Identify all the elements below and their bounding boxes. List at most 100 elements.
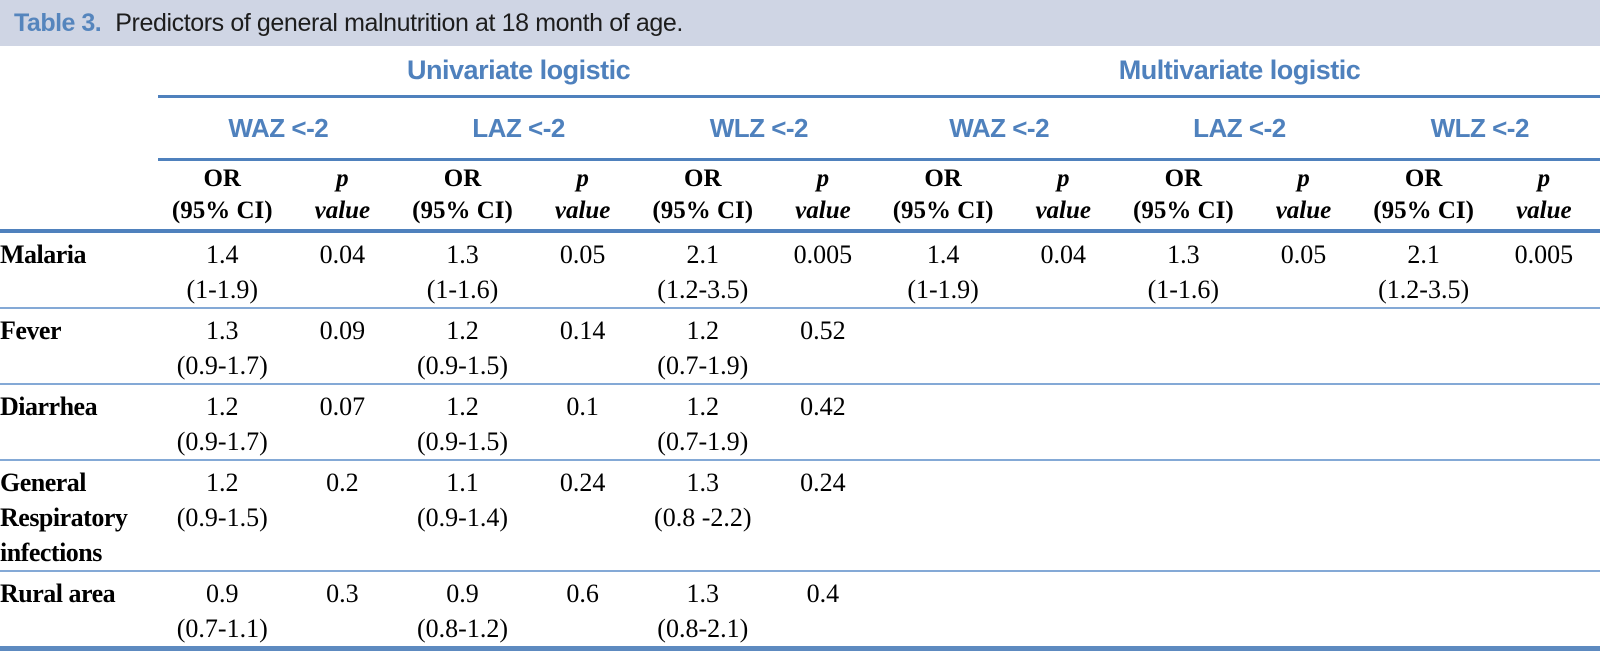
- or-value: 1.3: [1167, 240, 1200, 269]
- or-cell: 1.2 (0.7-1.9): [639, 384, 767, 460]
- or-label: OR: [1164, 165, 1203, 192]
- header-spacer: [0, 97, 158, 160]
- or-value: 2.1: [686, 240, 720, 269]
- ci-value: (1-1.9): [186, 275, 258, 304]
- p-cell: 0.24: [800, 468, 846, 497]
- p-cell: 0.07: [319, 392, 366, 421]
- p-cell: [1247, 384, 1359, 460]
- results-table: Univariate logistic Multivariate logisti…: [0, 46, 1600, 651]
- or-cell: [1119, 571, 1247, 649]
- or-value: 1.3: [205, 316, 239, 345]
- or-value: 2.1: [1407, 240, 1440, 269]
- p-cell: 0.14: [559, 316, 606, 345]
- ci-label: (95% CI): [892, 197, 994, 224]
- p-cell: 0.42: [800, 392, 846, 421]
- header-uni-wlz: WLZ <-2: [638, 96, 880, 161]
- ci-value: (0.9-1.4): [417, 503, 508, 532]
- or-cell: 0.9 (0.8-1.2): [398, 571, 526, 649]
- p-cell: 0.1: [566, 392, 599, 421]
- header-p-value: p value: [286, 159, 399, 233]
- or-value: 1.2: [446, 392, 479, 421]
- or-value: 1.3: [686, 468, 720, 497]
- p-label: p: [336, 165, 349, 192]
- p-cell: 0.2: [326, 468, 359, 497]
- p-cell: 0.4: [806, 579, 840, 608]
- p-cell: [1247, 571, 1359, 649]
- or-value: 1.3: [446, 240, 479, 269]
- header-p-value: p value: [1247, 159, 1360, 233]
- or-label: OR: [684, 165, 722, 192]
- header-multi-laz: LAZ <-2: [1119, 96, 1360, 161]
- ci-value: (1-1.9): [907, 275, 979, 304]
- or-cell: 1.3 (1-1.6): [1119, 231, 1247, 308]
- value-label: value: [1035, 197, 1091, 224]
- or-cell: 0.9 (0.7-1.1): [158, 571, 286, 649]
- p-cell: 0.04: [1040, 240, 1086, 269]
- value-label: value: [314, 197, 371, 224]
- p-label: p: [1537, 165, 1551, 192]
- p-label: p: [816, 165, 830, 192]
- ci-value: (0.8-2.1): [657, 614, 749, 643]
- header-row-subgroups: WAZ <-2 LAZ <-2 WLZ <-2 WAZ <-2 LAZ <-2 …: [0, 96, 1600, 161]
- header-p-value: p value: [1487, 159, 1600, 233]
- or-value: 1.1: [446, 468, 479, 497]
- or-cell: 1.3 (1-1.6): [398, 231, 526, 308]
- table-row-diarrhea: Diarrhea 1.2 (0.9-1.7) 0.07 1.2 (0.9-1.5…: [0, 384, 1600, 460]
- ci-label: (95% CI): [1373, 197, 1474, 224]
- p-cell: 0.005: [1514, 240, 1574, 269]
- p-cell: [1247, 308, 1359, 384]
- p-cell: [1007, 460, 1119, 571]
- or-value: 0.9: [446, 579, 479, 608]
- header-or-ci: OR (95% CI): [1119, 159, 1248, 233]
- or-cell: 1.4 (1-1.9): [158, 231, 286, 308]
- or-cell: [1360, 384, 1488, 460]
- p-cell: [1007, 571, 1119, 649]
- or-cell: 1.3 (0.8-2.1): [639, 571, 767, 649]
- p-cell: 0.3: [326, 579, 359, 608]
- header-p-value: p value: [526, 159, 639, 233]
- header-group-univariate: Univariate logistic: [158, 46, 880, 98]
- or-cell: [879, 571, 1007, 649]
- value-label: value: [1516, 197, 1572, 224]
- p-cell: 0.52: [800, 316, 846, 345]
- table-row-malaria: Malaria 1.4 (1-1.9) 0.04 1.3 (1-1.6) 0.0…: [0, 231, 1600, 308]
- header-or-ci: OR (95% CI): [638, 159, 767, 233]
- or-cell: 2.1 (1.2-3.5): [1360, 231, 1488, 308]
- value-label: value: [554, 197, 611, 224]
- p-cell: 0.05: [559, 240, 606, 269]
- ci-value: (0.9-1.5): [417, 427, 508, 456]
- header-spacer: [0, 159, 159, 233]
- or-value: 1.3: [686, 579, 720, 608]
- or-value: 1.2: [205, 392, 239, 421]
- value-label: value: [1275, 197, 1332, 224]
- row-label: Fever: [0, 316, 62, 345]
- p-cell: 0.005: [793, 240, 853, 269]
- or-cell: [1360, 308, 1488, 384]
- or-value: 1.2: [205, 468, 239, 497]
- or-cell: [1119, 308, 1247, 384]
- ci-label: (95% CI): [652, 197, 754, 224]
- or-cell: 1.2 (0.9-1.7): [158, 384, 286, 460]
- value-label: value: [795, 197, 851, 224]
- ci-value: (0.9-1.5): [176, 503, 268, 532]
- or-cell: [879, 384, 1007, 460]
- row-label: General Respiratory infections: [0, 468, 128, 567]
- or-label: OR: [924, 165, 962, 192]
- header-multi-wlz: WLZ <-2: [1359, 96, 1600, 161]
- ci-value: (0.9-1.5): [417, 351, 508, 380]
- or-value: 1.4: [205, 240, 239, 269]
- or-cell: [1119, 460, 1247, 571]
- table-row-rural-area: Rural area 0.9 (0.7-1.1) 0.3 0.9 (0.8-1.…: [0, 571, 1600, 649]
- table-number-label: Table 3.: [14, 8, 102, 37]
- header-row-groups: Univariate logistic Multivariate logisti…: [0, 46, 1600, 98]
- table-row-general-respiratory-infections: General Respiratory infections 1.2 (0.9-…: [0, 460, 1600, 571]
- or-cell: 1.2 (0.9-1.5): [158, 460, 286, 571]
- or-cell: [1360, 460, 1488, 571]
- or-cell: 1.3 (0.9-1.7): [158, 308, 286, 384]
- p-cell: [1247, 460, 1359, 571]
- or-label: OR: [1404, 165, 1443, 192]
- row-label: Malaria: [0, 240, 87, 269]
- header-multi-waz: WAZ <-2: [879, 96, 1120, 161]
- or-cell: 1.2 (0.9-1.5): [398, 384, 526, 460]
- ci-value: (0.7-1.1): [176, 614, 268, 643]
